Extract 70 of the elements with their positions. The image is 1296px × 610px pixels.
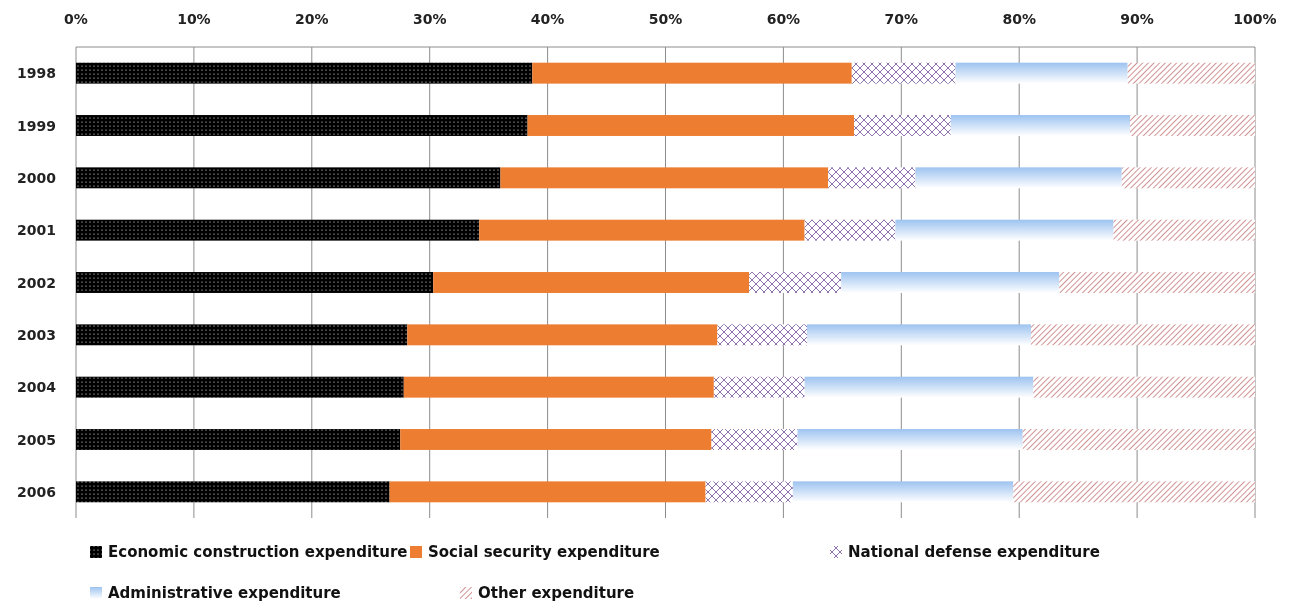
bar: [841, 272, 1060, 293]
bar: [1121, 167, 1255, 189]
y-tick-label: 2001: [17, 222, 56, 239]
bar: [854, 115, 951, 136]
bar: [711, 429, 798, 450]
x-tick-label: 100%: [1233, 11, 1277, 27]
y-tick-label: 2002: [17, 274, 56, 291]
bar: [403, 376, 714, 398]
bar: [527, 115, 855, 136]
y-tick-label: 2003: [17, 326, 56, 343]
bar: [792, 481, 1014, 503]
x-tick-label: 10%: [177, 11, 211, 27]
bar: [407, 324, 718, 346]
bar: [479, 219, 805, 241]
bar: [76, 376, 404, 398]
bar: [713, 376, 805, 398]
bar: [717, 324, 807, 346]
y-tick-label: 2006: [17, 483, 56, 500]
bar: [804, 219, 896, 241]
legend-label: Economic construction expenditure: [108, 543, 408, 561]
bar: [76, 115, 528, 136]
bar: [76, 481, 390, 503]
bar: [76, 219, 480, 241]
x-tick-label: 60%: [766, 11, 801, 27]
legend-label: Other expenditure: [478, 584, 635, 602]
bar: [749, 272, 842, 293]
bar: [76, 324, 408, 346]
y-tick-label: 2000: [17, 169, 57, 186]
bar: [1013, 481, 1255, 503]
bar: [76, 272, 434, 293]
y-tick-label: 2005: [17, 431, 56, 448]
bar: [797, 429, 1023, 450]
bar: [400, 429, 712, 450]
bar: [915, 167, 1122, 189]
bar: [389, 481, 706, 503]
bar: [1127, 62, 1255, 84]
bar: [532, 62, 852, 84]
x-tick-label: 0%: [64, 11, 88, 27]
x-tick-label: 70%: [884, 11, 919, 27]
x-tick-label: 50%: [648, 11, 683, 27]
bar: [1022, 429, 1255, 450]
x-tick-label: 20%: [295, 11, 329, 27]
bar: [433, 272, 750, 293]
bar: [955, 62, 1128, 84]
legend-label: National defense expenditure: [848, 543, 1100, 561]
legend-label: Social security expenditure: [428, 543, 660, 561]
y-tick-label: 1999: [17, 117, 56, 134]
bar: [1113, 219, 1255, 241]
bar: [500, 167, 829, 189]
x-tick-label: 30%: [412, 11, 447, 27]
bar: [1033, 376, 1255, 398]
x-tick-label: 40%: [530, 11, 565, 27]
bar: [76, 429, 401, 450]
bar: [804, 376, 1034, 398]
bar: [76, 62, 533, 84]
bar: [705, 481, 793, 503]
bar: [806, 324, 1031, 346]
y-tick-label: 1998: [17, 65, 56, 82]
bar: [851, 62, 956, 84]
bar: [1030, 324, 1255, 346]
x-tick-label: 80%: [1002, 11, 1036, 27]
x-tick-label: 90%: [1120, 11, 1154, 27]
y-tick-label: 2004: [17, 379, 57, 396]
legend-label: Administrative expenditure: [108, 584, 341, 602]
bar: [76, 167, 501, 189]
bar: [950, 115, 1131, 136]
bar: [1130, 115, 1255, 136]
bar: [895, 219, 1114, 241]
bar: [1059, 272, 1255, 293]
bar: [828, 167, 916, 189]
